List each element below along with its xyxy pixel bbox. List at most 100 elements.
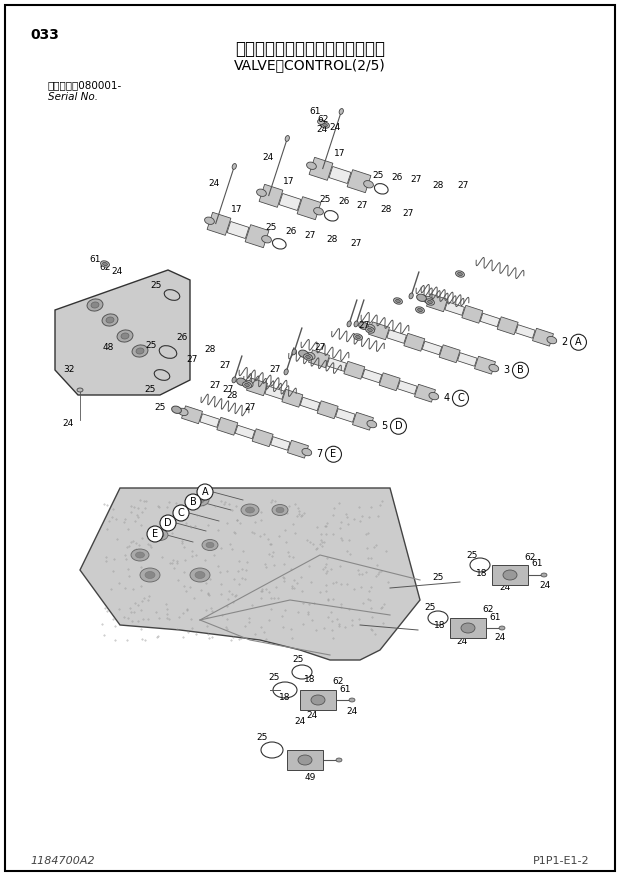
Polygon shape: [327, 357, 347, 371]
Text: 25: 25: [292, 655, 304, 665]
Text: 3: 3: [503, 365, 510, 375]
Polygon shape: [404, 334, 425, 351]
Text: 26: 26: [391, 173, 402, 181]
Ellipse shape: [276, 507, 284, 512]
Ellipse shape: [423, 296, 433, 304]
Text: 17: 17: [283, 178, 294, 187]
Ellipse shape: [206, 542, 214, 548]
Text: 27: 27: [223, 385, 234, 394]
Text: 26: 26: [285, 228, 297, 237]
Ellipse shape: [190, 568, 210, 582]
Text: C: C: [457, 393, 464, 403]
Text: E: E: [152, 529, 158, 539]
Text: 24: 24: [499, 583, 511, 592]
Text: A: A: [575, 337, 582, 347]
Text: 27: 27: [356, 201, 368, 210]
Ellipse shape: [396, 300, 401, 302]
Polygon shape: [480, 314, 500, 327]
Ellipse shape: [458, 272, 463, 276]
Polygon shape: [516, 325, 535, 338]
Text: 61: 61: [89, 256, 100, 265]
Text: 62: 62: [525, 553, 536, 562]
Ellipse shape: [77, 388, 83, 392]
Ellipse shape: [292, 349, 296, 355]
Ellipse shape: [87, 299, 103, 311]
Polygon shape: [415, 385, 435, 402]
Ellipse shape: [367, 420, 377, 427]
Polygon shape: [282, 389, 303, 407]
Ellipse shape: [140, 568, 160, 582]
Polygon shape: [245, 224, 269, 248]
Text: 適用号機　080001-: 適用号機 080001-: [48, 80, 122, 90]
Polygon shape: [422, 342, 442, 355]
Ellipse shape: [205, 217, 215, 224]
Ellipse shape: [172, 406, 182, 413]
Polygon shape: [288, 441, 309, 458]
Ellipse shape: [284, 369, 288, 375]
Circle shape: [185, 494, 201, 510]
Polygon shape: [182, 406, 203, 424]
Text: VALVE：CONTROL(2/5): VALVE：CONTROL(2/5): [234, 58, 386, 72]
Ellipse shape: [461, 623, 475, 633]
Text: 26: 26: [176, 334, 188, 343]
Text: 61: 61: [489, 612, 501, 621]
Text: 24: 24: [262, 152, 273, 161]
Text: 27: 27: [410, 175, 422, 185]
Circle shape: [453, 390, 469, 406]
Text: 32: 32: [64, 365, 75, 375]
Text: 25: 25: [256, 733, 268, 743]
Ellipse shape: [232, 377, 236, 383]
Text: C: C: [177, 508, 184, 518]
Ellipse shape: [489, 364, 498, 371]
Polygon shape: [287, 750, 323, 770]
Polygon shape: [397, 381, 417, 394]
Ellipse shape: [195, 497, 205, 503]
Polygon shape: [270, 437, 290, 450]
Ellipse shape: [242, 382, 251, 388]
Text: 18: 18: [434, 621, 446, 631]
Ellipse shape: [456, 271, 464, 277]
Text: 25: 25: [432, 574, 444, 583]
Ellipse shape: [121, 333, 129, 339]
Polygon shape: [207, 212, 231, 236]
Ellipse shape: [364, 180, 373, 188]
Ellipse shape: [317, 119, 324, 124]
Ellipse shape: [306, 356, 311, 358]
Ellipse shape: [394, 298, 402, 304]
Text: 26: 26: [339, 197, 350, 207]
Ellipse shape: [354, 321, 358, 327]
Polygon shape: [309, 350, 329, 368]
Ellipse shape: [241, 504, 259, 516]
Ellipse shape: [347, 321, 352, 327]
Ellipse shape: [339, 109, 343, 115]
Polygon shape: [439, 345, 460, 363]
Ellipse shape: [353, 334, 362, 340]
Text: 61: 61: [339, 686, 351, 695]
Text: 27: 27: [219, 361, 231, 370]
Ellipse shape: [285, 136, 290, 141]
Text: 61: 61: [309, 107, 321, 116]
Ellipse shape: [272, 505, 288, 515]
Text: 62: 62: [317, 115, 329, 124]
Polygon shape: [427, 293, 448, 312]
Ellipse shape: [136, 348, 144, 354]
Ellipse shape: [425, 299, 435, 305]
Ellipse shape: [136, 552, 144, 558]
Ellipse shape: [298, 755, 312, 765]
Text: 25: 25: [373, 171, 384, 180]
Polygon shape: [55, 270, 190, 395]
Ellipse shape: [152, 529, 168, 540]
Ellipse shape: [314, 208, 324, 215]
Ellipse shape: [368, 328, 373, 332]
Text: 24: 24: [208, 180, 219, 188]
Circle shape: [570, 335, 587, 350]
Ellipse shape: [366, 327, 374, 333]
Text: 27: 27: [210, 380, 221, 390]
Text: B: B: [190, 497, 197, 507]
Ellipse shape: [305, 352, 315, 359]
Text: 27: 27: [458, 180, 469, 189]
Text: 25: 25: [319, 195, 330, 204]
Text: 27: 27: [269, 365, 281, 375]
Text: B: B: [517, 365, 524, 375]
Polygon shape: [335, 409, 355, 422]
